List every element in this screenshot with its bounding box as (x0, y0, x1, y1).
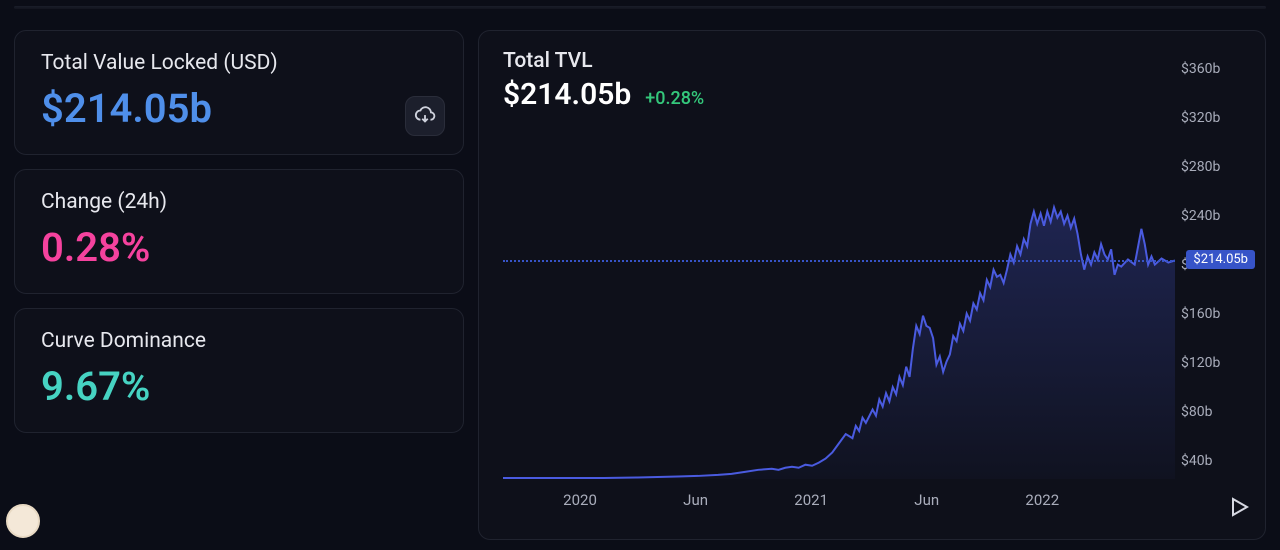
reference-line (503, 260, 1175, 262)
change-card: Change (24h) 0.28% (14, 169, 464, 294)
play-icon (1227, 495, 1251, 519)
y-tick: $360b (1181, 61, 1220, 77)
change-label: Change (24h) (41, 190, 437, 214)
cloud-download-icon (414, 105, 436, 127)
y-tick: $160b (1181, 306, 1220, 322)
dominance-value: 9.67% (41, 363, 437, 410)
chart-x-axis: 2020 Jun 2021 Jun 2022 (503, 491, 1145, 511)
current-value-tag: $214.05b (1186, 250, 1255, 269)
tvl-card: Total Value Locked (USD) $214.05b (14, 30, 464, 155)
x-tick: 2021 (794, 491, 828, 509)
chart-title: Total TVL (503, 49, 1247, 73)
y-tick: $80b (1181, 404, 1212, 420)
chart-card: Total TVL $214.05b +0.28% $360b$320b$280… (478, 30, 1266, 540)
x-tick: Jun (683, 491, 708, 509)
dominance-label: Curve Dominance (41, 329, 437, 353)
y-tick: $40b (1181, 453, 1212, 469)
play-button[interactable] (1227, 495, 1251, 519)
tvl-label: Total Value Locked (USD) (41, 51, 437, 75)
tvl-value: $214.05b (41, 85, 437, 132)
y-tick: $240b (1181, 208, 1220, 224)
mascot-avatar[interactable] (6, 504, 40, 538)
chart-svg (503, 91, 1175, 479)
stats-column: Total Value Locked (USD) $214.05b Change… (14, 30, 464, 540)
x-tick: Jun (914, 491, 939, 509)
dominance-card: Curve Dominance 9.67% (14, 308, 464, 433)
x-tick: 2022 (1025, 491, 1059, 509)
y-tick: $280b (1181, 159, 1220, 175)
chart-area[interactable] (503, 91, 1175, 479)
download-button[interactable] (405, 96, 445, 136)
y-tick: $320b (1181, 110, 1220, 126)
change-value: 0.28% (41, 224, 437, 271)
x-tick: 2020 (563, 491, 597, 509)
y-tick: $120b (1181, 355, 1220, 371)
